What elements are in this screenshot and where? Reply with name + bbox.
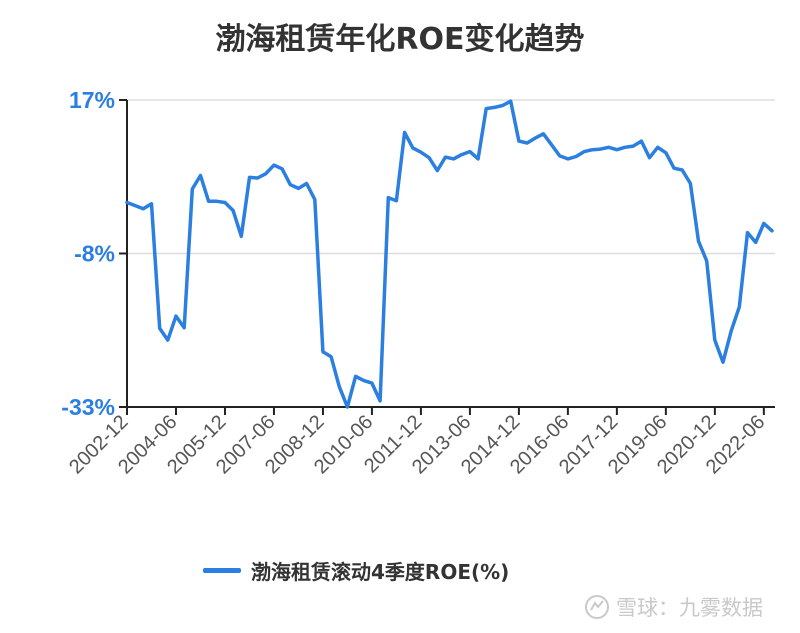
chart-title: 渤海租赁年化ROE变化趋势 (215, 22, 585, 57)
gridlines (127, 99, 775, 255)
y-tick-label: 17% (69, 87, 115, 113)
snowball-logo-icon (585, 595, 609, 619)
x-tick-labels: 2002-122004-062005-122007-062008-122010-… (65, 407, 769, 478)
legend-label: 渤海租赁滚动4季度ROE(%) (251, 560, 510, 584)
legend[interactable]: 渤海租赁滚动4季度ROE(%) (203, 556, 509, 585)
y-tick-label: -33% (61, 394, 115, 420)
legend-swatch (203, 568, 241, 573)
series-lines (125, 99, 774, 409)
y-tick-labels: 17% -8% -33% (61, 87, 127, 420)
series-line-roe (125, 99, 774, 409)
y-tick-label: -8% (74, 241, 115, 267)
watermark: 雪球：九雾数据 (584, 592, 763, 622)
watermark-text: 雪球：九雾数据 (616, 596, 763, 620)
